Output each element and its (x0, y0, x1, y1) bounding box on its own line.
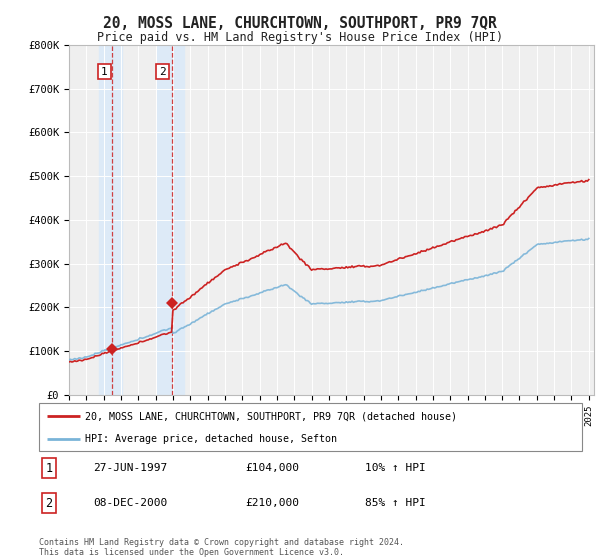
Text: 2: 2 (45, 497, 52, 510)
Text: 20, MOSS LANE, CHURCHTOWN, SOUTHPORT, PR9 7QR (detached house): 20, MOSS LANE, CHURCHTOWN, SOUTHPORT, PR… (85, 411, 457, 421)
Bar (100, 45, 122, 395)
Text: 2: 2 (159, 67, 166, 77)
Text: 08-DEC-2000: 08-DEC-2000 (94, 498, 167, 508)
Text: 1: 1 (45, 461, 52, 475)
FancyBboxPatch shape (39, 403, 582, 451)
Bar (157, 45, 184, 395)
Text: 1: 1 (101, 67, 108, 77)
Text: 20, MOSS LANE, CHURCHTOWN, SOUTHPORT, PR9 7QR: 20, MOSS LANE, CHURCHTOWN, SOUTHPORT, PR… (103, 16, 497, 31)
Text: 10% ↑ HPI: 10% ↑ HPI (365, 463, 425, 473)
Text: £104,000: £104,000 (245, 463, 299, 473)
Text: £210,000: £210,000 (245, 498, 299, 508)
Text: 85% ↑ HPI: 85% ↑ HPI (365, 498, 425, 508)
Text: 27-JUN-1997: 27-JUN-1997 (94, 463, 167, 473)
Text: Contains HM Land Registry data © Crown copyright and database right 2024.
This d: Contains HM Land Registry data © Crown c… (39, 538, 404, 557)
Text: HPI: Average price, detached house, Sefton: HPI: Average price, detached house, Seft… (85, 434, 337, 444)
Text: Price paid vs. HM Land Registry's House Price Index (HPI): Price paid vs. HM Land Registry's House … (97, 31, 503, 44)
